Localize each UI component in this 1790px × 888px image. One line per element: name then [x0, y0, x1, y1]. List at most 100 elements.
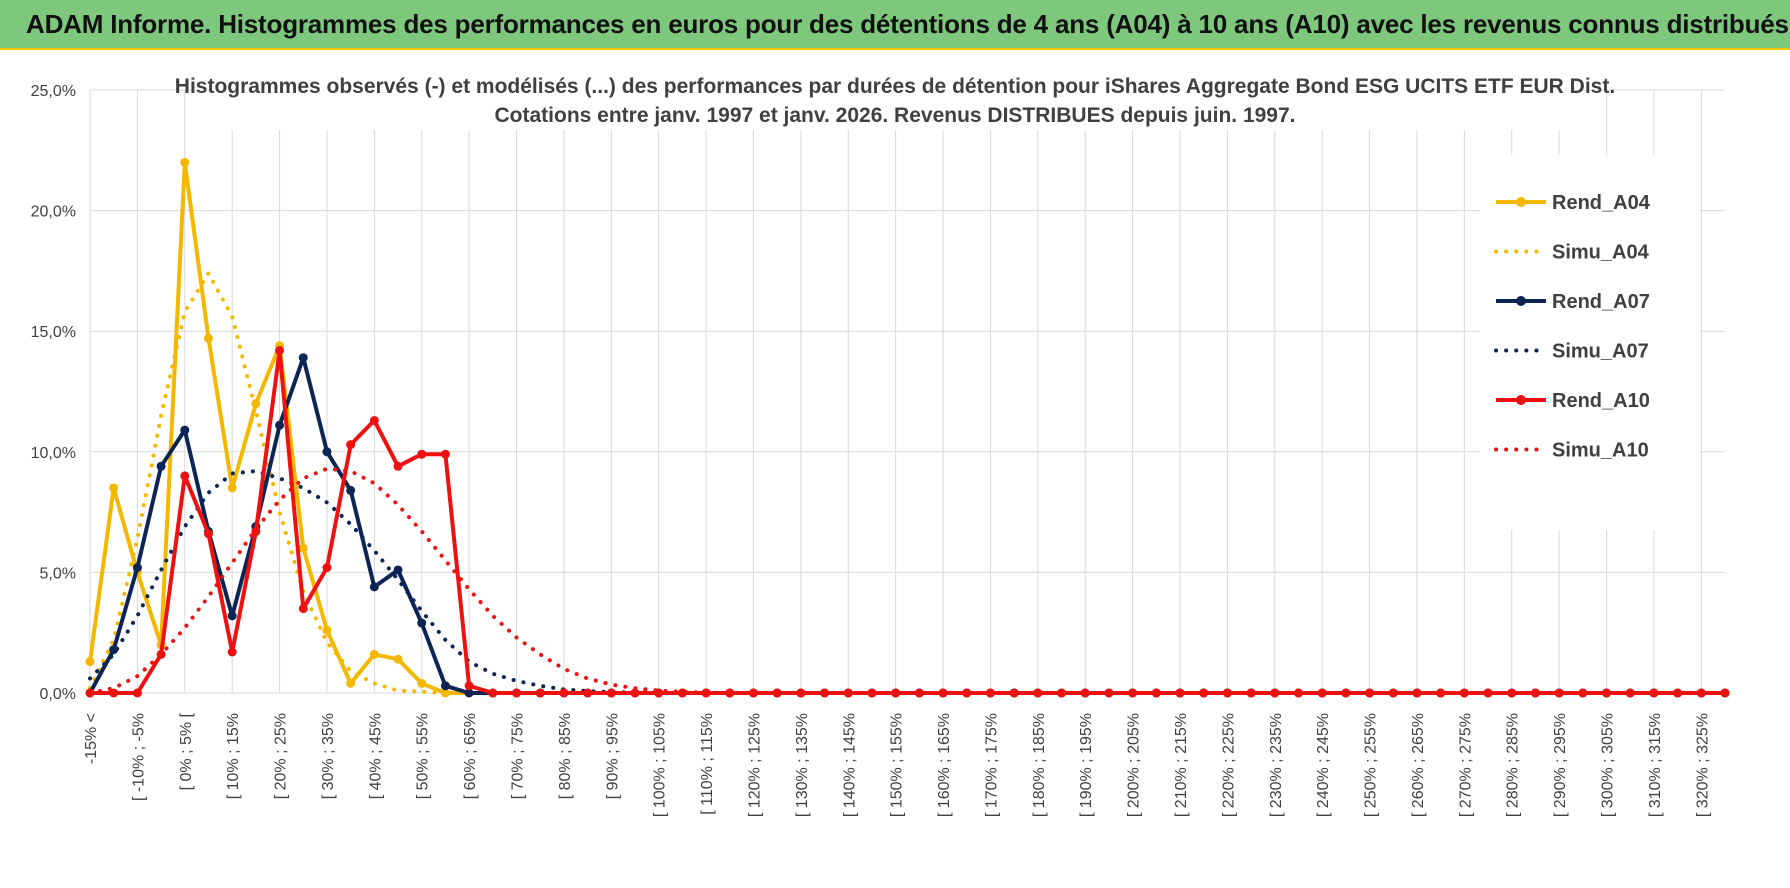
data-point [85, 657, 95, 667]
x-tick-label: [ -10% ; -5% [130, 713, 147, 801]
data-point [1341, 688, 1351, 698]
data-point [1436, 688, 1446, 698]
x-tick-label: [ 260% ; 265% [1410, 713, 1427, 817]
page-title: ADAM Informe. Histogrammes des performan… [26, 8, 1789, 39]
legend-label: Simu_A04 [1552, 242, 1650, 264]
chart-title: Histogrammes observés (-) et modélisés (… [175, 75, 1615, 98]
data-point [512, 688, 522, 698]
y-tick-label: 5,0% [40, 565, 76, 582]
legend-swatch-marker [1516, 395, 1526, 405]
x-tick-label: [ 190% ; 195% [1078, 713, 1095, 817]
x-tick-label: [ 20% ; 25% [273, 713, 290, 799]
series-line-simu-a07 [88, 469, 1727, 695]
x-tick-label: [ 170% ; 175% [983, 713, 1000, 817]
data-point [1057, 688, 1067, 698]
series-line-rend-a10 [90, 348, 1725, 695]
data-point [180, 157, 190, 167]
data-point [1293, 688, 1303, 698]
grid [89, 89, 1725, 694]
data-point [440, 681, 450, 691]
chart-title-group: Histogrammes observés (-) et modélisés (… [175, 66, 1615, 130]
data-point [322, 563, 332, 573]
data-point [322, 625, 332, 635]
data-point [630, 688, 640, 698]
x-tick-label: [ 220% ; 225% [1220, 713, 1237, 817]
x-tick-label: [ 50% ; 55% [415, 713, 432, 799]
x-tick-label: [ 270% ; 275% [1457, 713, 1474, 817]
chart-subtitle: Cotations entre janv. 1997 et janv. 2026… [495, 104, 1296, 127]
x-tick-label: [ 140% ; 145% [841, 713, 858, 817]
chart: 0,0% 5,0% 10,0% 15,0% 20,0% 25,0% -15% < [ -10… [31, 66, 1730, 817]
data-point [156, 649, 166, 659]
data-point [1270, 688, 1280, 698]
data-point [535, 688, 545, 698]
series-line-rend-a04 [88, 160, 1725, 695]
data-point [346, 440, 356, 450]
data-point [227, 483, 237, 493]
x-tick-label: [ 0% ; 5% [ [178, 712, 195, 790]
series-line-simu-a10 [88, 466, 1727, 695]
data-point [1507, 688, 1517, 698]
x-tick-label: [ 180% ; 185% [1031, 713, 1048, 817]
x-tick-label: [ 160% ; 165% [936, 713, 953, 817]
data-point [346, 485, 356, 495]
data-point [156, 461, 166, 471]
x-tick-label: [ 30% ; 35% [320, 713, 337, 799]
data-point [464, 681, 474, 691]
legend-swatch-marker [1516, 296, 1526, 306]
data-point [891, 688, 901, 698]
data-point [417, 678, 427, 688]
data-point [346, 678, 356, 688]
data-point [298, 543, 308, 553]
data-point [1696, 688, 1706, 698]
legend-label: Rend_A10 [1552, 390, 1650, 412]
x-tick-label: [ 150% ; 155% [889, 713, 906, 817]
x-tick-label: [ 250% ; 255% [1363, 713, 1380, 817]
x-tick-label: [ 230% ; 235% [1268, 713, 1285, 817]
data-point [132, 688, 142, 698]
data-point [1673, 688, 1683, 698]
data-point [180, 471, 190, 481]
x-tick-label: [ 100% ; 105% [652, 713, 669, 817]
data-point [227, 647, 237, 657]
data-point [820, 688, 830, 698]
data-point [203, 333, 213, 343]
header-bar: ADAM Informe. Histogrammes des performan… [0, 0, 1790, 50]
chart-title-background [210, 66, 1580, 130]
legend-swatch-marker [1516, 197, 1526, 207]
y-tick-label: 15,0% [31, 324, 76, 341]
y-tick-label: 10,0% [31, 445, 76, 462]
data-point [1080, 688, 1090, 698]
data-point [275, 420, 285, 430]
x-tick-label: [ 10% ; 15% [225, 713, 242, 799]
x-tick-label: [ 120% ; 125% [746, 713, 763, 817]
data-point [275, 345, 285, 355]
y-tick-label: 20,0% [31, 204, 76, 221]
x-tick-label: [ 90% ; 95% [604, 713, 621, 799]
legend: Rend_A04 Simu_A04 Rend_A07 Simu_A07 Rend_A10… [1480, 155, 1700, 530]
data-point [1412, 688, 1422, 698]
x-tick-label: [ 200% ; 205% [1126, 713, 1143, 817]
series-lines [85, 157, 1730, 698]
data-point [1365, 688, 1375, 698]
data-point [1151, 688, 1161, 698]
data-point [322, 447, 332, 457]
data-point [1009, 688, 1019, 698]
x-tick-label: [ 240% ; 245% [1315, 713, 1332, 817]
data-point [1554, 688, 1564, 698]
data-point [132, 563, 142, 573]
data-point [417, 449, 427, 459]
x-tick-label: [ 130% ; 135% [794, 713, 811, 817]
x-tick-label: [ 70% ; 75% [510, 713, 527, 799]
data-point [109, 688, 119, 698]
x-tick-label: [ 110% ; 115% [699, 713, 716, 815]
x-tick-label: -15% < [83, 713, 100, 764]
data-point [393, 461, 403, 471]
legend-label: Simu_A10 [1552, 440, 1649, 462]
data-point [369, 415, 379, 425]
legend-label: Rend_A07 [1552, 291, 1650, 313]
data-point [393, 565, 403, 575]
legend-label: Rend_A04 [1552, 192, 1651, 214]
y-axis-ticks: 0,0% 5,0% 10,0% 15,0% 20,0% 25,0% [31, 83, 76, 703]
